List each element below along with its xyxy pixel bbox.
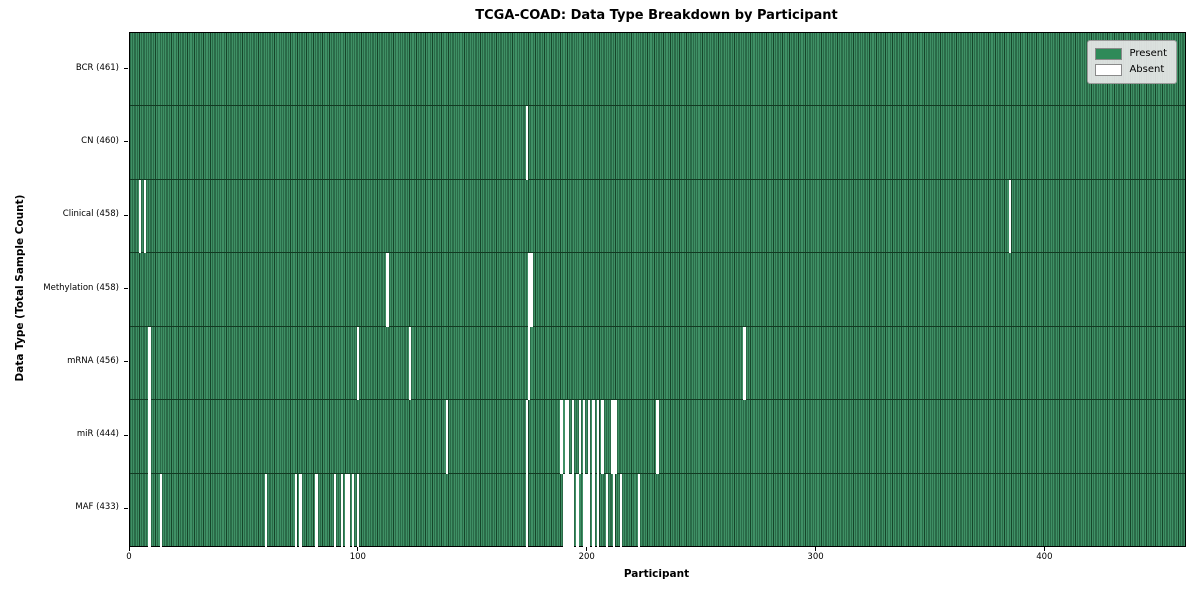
row-miR: [130, 400, 1185, 474]
x-tick-label-0: 0: [126, 552, 132, 562]
absent-mark: [606, 473, 609, 547]
row-Methylation: [130, 253, 1185, 327]
absent-mark: [638, 473, 641, 547]
absent-mark: [562, 473, 565, 547]
absent-mark: [612, 473, 616, 547]
absent-mark: [583, 473, 586, 547]
absent-mark: [583, 400, 586, 474]
absent-mark: [656, 400, 659, 474]
absent-mark: [143, 179, 146, 254]
present-swatch: [1095, 48, 1123, 60]
absent-mark: [576, 473, 579, 547]
absent-mark: [351, 473, 355, 547]
absent-mark: [567, 473, 570, 547]
absent-mark: [569, 473, 572, 547]
absent-mark: [159, 473, 163, 547]
y-tick-label-mRNA: mRNA (456): [67, 355, 119, 366]
absent-mark: [409, 326, 412, 401]
legend-item-present: Present: [1095, 46, 1167, 62]
x-tick-mark: [357, 546, 359, 551]
y-tick-label-Methylation: Methylation (458): [43, 282, 119, 293]
absent-mark: [386, 253, 389, 327]
chart-title: TCGA-COAD: Data Type Breakdown by Partic…: [475, 8, 838, 23]
y-tick-label-Clinical: Clinical (458): [62, 209, 119, 220]
absent-mark: [601, 400, 604, 474]
absent-mark: [571, 473, 574, 547]
absent-mark: [1008, 179, 1012, 254]
absent-mark: [596, 400, 600, 474]
y-tick-label-miR: miR (444): [76, 429, 119, 440]
x-tick-label-200: 200: [578, 552, 595, 562]
absent-mark: [148, 326, 151, 401]
legend: Present Absent: [1087, 40, 1177, 84]
absent-mark: [612, 400, 616, 474]
absent-mark: [525, 106, 529, 180]
absent-mark: [525, 473, 529, 547]
absent-mark: [564, 473, 568, 547]
absent-mark: [743, 326, 746, 401]
y-tick-mark: [124, 214, 128, 216]
legend-item-absent: Absent: [1095, 62, 1167, 78]
x-tick-mark: [128, 546, 130, 551]
absent-mark: [294, 473, 298, 547]
legend-label-present: Present: [1129, 48, 1167, 59]
x-tick-mark: [815, 546, 817, 551]
y-tick-mark: [124, 434, 128, 436]
row-Clinical: [130, 179, 1185, 254]
absent-mark: [340, 473, 343, 547]
absent-mark: [445, 400, 449, 474]
absent-mark: [571, 400, 574, 474]
absent-swatch: [1095, 64, 1123, 76]
x-tick-label-400: 400: [1036, 552, 1053, 562]
absent-mark: [299, 473, 302, 547]
x-axis-label: Participant: [623, 568, 690, 580]
absent-mark: [615, 400, 618, 474]
absent-mark: [610, 400, 613, 474]
y-tick-mark: [124, 288, 128, 289]
absent-mark: [345, 473, 348, 547]
absent-mark: [592, 400, 595, 474]
absent-mark: [356, 473, 359, 547]
absent-mark: [560, 400, 563, 474]
absent-mark: [333, 473, 336, 547]
absent-mark: [619, 473, 623, 547]
absent-mark: [356, 326, 359, 401]
absent-mark: [347, 473, 350, 547]
absent-mark: [525, 400, 529, 474]
absent-mark: [564, 400, 568, 474]
absent-mark: [315, 473, 318, 547]
absent-mark: [567, 400, 570, 474]
absent-mark: [596, 473, 600, 547]
row-MAF: [130, 473, 1185, 547]
y-tick-label-BCR: BCR (461): [75, 62, 119, 73]
row-BCR: [130, 33, 1185, 107]
y-tick-mark: [124, 361, 128, 363]
absent-mark: [592, 473, 595, 547]
absent-mark: [148, 400, 151, 474]
absent-mark: [585, 473, 588, 547]
x-tick-label-100: 100: [349, 552, 366, 562]
legend-label-absent: Absent: [1129, 64, 1165, 75]
absent-mark: [578, 400, 581, 474]
absent-mark: [528, 326, 531, 401]
x-tick-mark: [586, 546, 588, 551]
absent-mark: [587, 473, 590, 547]
absent-mark: [148, 473, 151, 547]
y-tick-label-CN: CN (460): [81, 135, 119, 146]
absent-mark: [528, 253, 531, 327]
plot-area: Present Absent: [129, 32, 1186, 547]
absent-mark: [530, 253, 533, 327]
absent-mark: [265, 473, 268, 547]
y-tick-mark: [124, 141, 128, 143]
y-tick-label-MAF: MAF (433): [75, 502, 119, 513]
x-tick-mark: [1043, 546, 1045, 551]
absent-mark: [139, 179, 142, 254]
x-tick-label-300: 300: [807, 552, 824, 562]
row-mRNA: [130, 326, 1185, 401]
y-tick-mark: [124, 68, 128, 70]
row-CN: [130, 106, 1185, 180]
absent-mark: [587, 400, 590, 474]
y-tick-mark: [124, 507, 128, 509]
